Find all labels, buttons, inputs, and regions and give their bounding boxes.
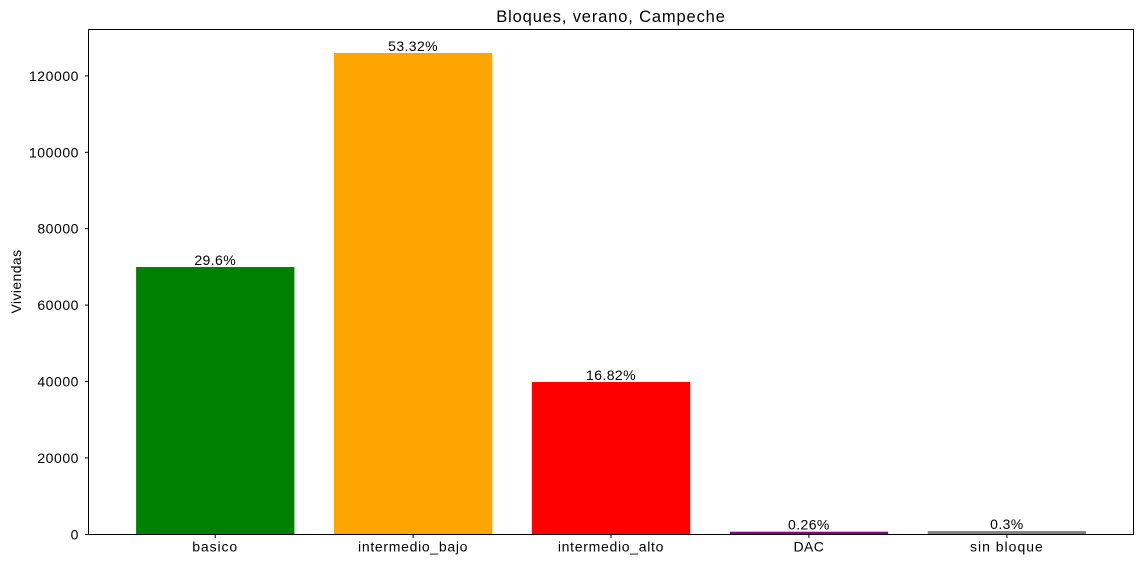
svg-text:0: 0 — [71, 526, 79, 542]
svg-text:100000: 100000 — [29, 144, 79, 160]
svg-text:sin bloque: sin bloque — [970, 539, 1044, 555]
svg-text:53.32%: 53.32% — [388, 38, 438, 54]
svg-text:20000: 20000 — [37, 450, 79, 466]
svg-text:Bloques, verano, Campeche: Bloques, verano, Campeche — [496, 8, 725, 26]
svg-text:0.26%: 0.26% — [788, 517, 830, 533]
svg-text:intermedio_alto: intermedio_alto — [558, 539, 664, 555]
svg-text:40000: 40000 — [37, 374, 79, 390]
svg-text:29.6%: 29.6% — [194, 252, 236, 268]
svg-text:80000: 80000 — [37, 221, 79, 237]
svg-text:DAC: DAC — [794, 539, 825, 555]
svg-text:120000: 120000 — [29, 68, 79, 84]
svg-text:60000: 60000 — [37, 297, 79, 313]
svg-text:Viviendas: Viviendas — [8, 249, 24, 313]
svg-text:0.3%: 0.3% — [990, 516, 1024, 532]
svg-text:basico: basico — [192, 539, 238, 555]
svg-text:16.82%: 16.82% — [586, 367, 636, 383]
svg-text:intermedio_bajo: intermedio_bajo — [358, 539, 468, 555]
